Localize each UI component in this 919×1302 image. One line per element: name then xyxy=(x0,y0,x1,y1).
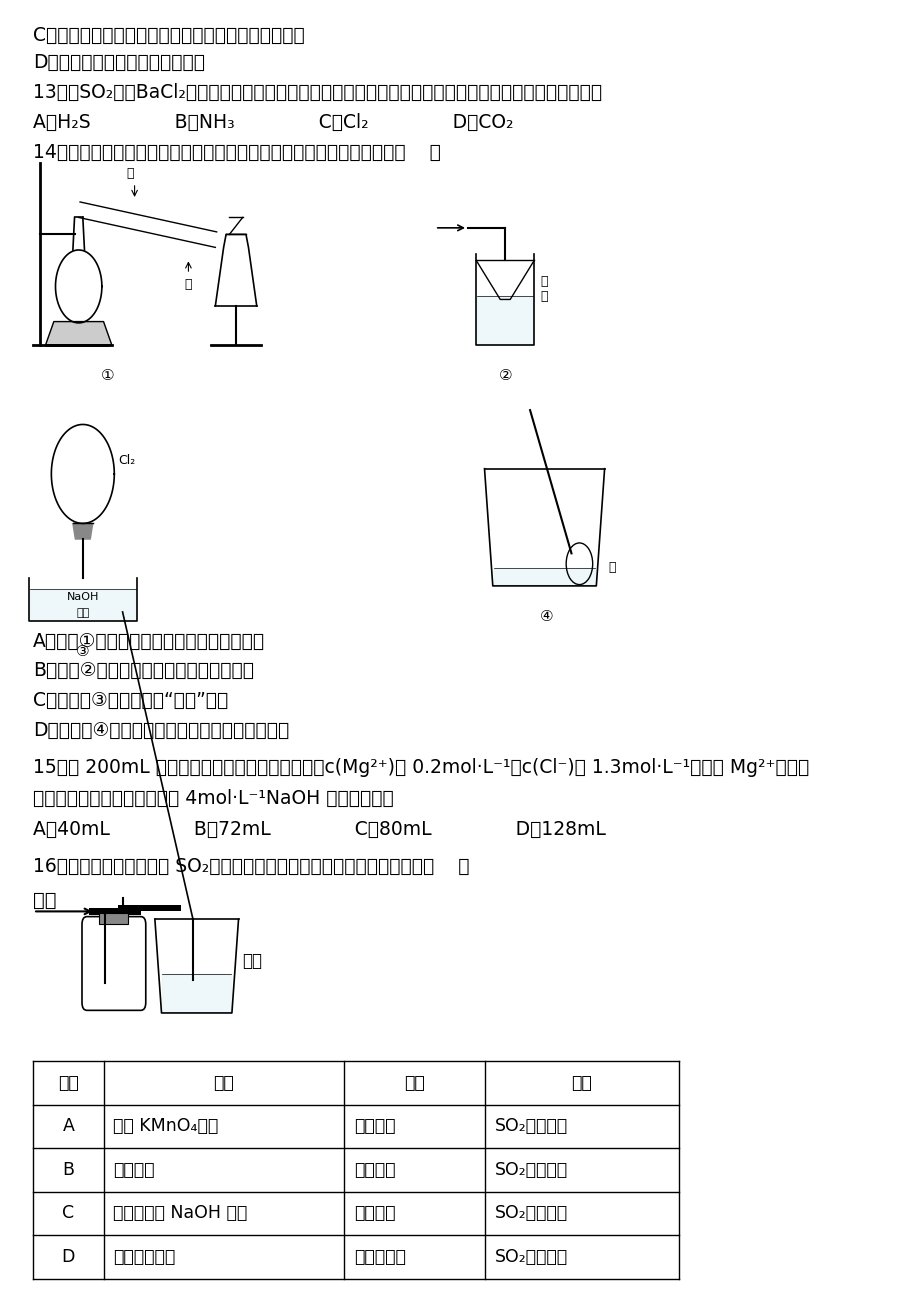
Text: 16、如图装置可用于收集 SO₂并验证其某些化学性质，下列说法正确的是（    ）: 16、如图装置可用于收集 SO₂并验证其某些化学性质，下列说法正确的是（ ） xyxy=(33,857,469,876)
Text: ②: ② xyxy=(498,368,512,384)
Text: B: B xyxy=(62,1161,74,1178)
Text: C．过滤需要使用到的仪器有分液漏斗、烧杯、玻璃棒: C．过滤需要使用到的仪器有分液漏斗、烧杯、玻璃棒 xyxy=(33,26,304,46)
Polygon shape xyxy=(73,523,93,539)
Text: 溶液褂色: 溶液褂色 xyxy=(353,1161,395,1178)
Text: 现象: 现象 xyxy=(403,1074,424,1092)
Text: SO₂有还原性: SO₂有还原性 xyxy=(494,1247,567,1266)
Text: 气体: 气体 xyxy=(33,891,57,910)
Text: D．用装置④稀释浓硫酸和铜反应冷却后的混合液: D．用装置④稀释浓硫酸和铜反应冷却后的混合液 xyxy=(33,721,289,741)
Polygon shape xyxy=(477,296,533,344)
Text: SO₂有氧化性: SO₂有氧化性 xyxy=(494,1117,567,1135)
Text: 硫化氢水溶液: 硫化氢水溶液 xyxy=(113,1247,176,1266)
Text: 品红溶液: 品红溶液 xyxy=(113,1161,154,1178)
Polygon shape xyxy=(494,568,595,585)
FancyBboxPatch shape xyxy=(82,917,145,1010)
Text: SO₂有漂白性: SO₂有漂白性 xyxy=(494,1161,567,1178)
Text: ④: ④ xyxy=(539,609,553,625)
Text: 选项: 选项 xyxy=(58,1074,79,1092)
Text: A．40mL              B．72mL              C．80mL              D．128mL: A．40mL B．72mL C．80mL D．128mL xyxy=(33,820,606,840)
Text: A．H₂S              B．NH₃              C．Cl₂              D．CO₂: A．H₂S B．NH₃ C．Cl₂ D．CO₂ xyxy=(33,113,513,133)
Text: 结论: 结论 xyxy=(571,1074,592,1092)
Text: 化为沉淠分离出来，至少需加 4mol·L⁻¹NaOH 溶液的体积为: 化为沉淠分离出来，至少需加 4mol·L⁻¹NaOH 溶液的体积为 xyxy=(33,789,393,809)
Text: C．用装置③不可以完成“喷泉”实验: C．用装置③不可以完成“喷泉”实验 xyxy=(33,691,228,711)
Bar xyxy=(99,913,128,924)
Text: D．得出结论：茶叶中含有鐵元素: D．得出结论：茶叶中含有鐵元素 xyxy=(33,53,205,73)
Text: 14、实验是化学研究的基础。关于下列各实验装置图的叙述中正确的是（    ）: 14、实验是化学研究的基础。关于下列各实验装置图的叙述中正确的是（ ） xyxy=(33,143,440,163)
Text: 试剂: 试剂 xyxy=(242,952,262,970)
Text: A．装置①常用于分离互不相溶的液态混合物: A．装置①常用于分离互不相溶的液态混合物 xyxy=(33,631,265,651)
Polygon shape xyxy=(46,322,112,345)
Text: D: D xyxy=(62,1247,75,1266)
Text: SO₂有漂白性: SO₂有漂白性 xyxy=(494,1204,567,1223)
Text: 酸性 KMnO₄溶液: 酸性 KMnO₄溶液 xyxy=(113,1117,219,1135)
Text: NaOH: NaOH xyxy=(66,592,99,602)
Polygon shape xyxy=(215,247,256,306)
Text: 溶液: 溶液 xyxy=(76,608,89,617)
Text: 水: 水 xyxy=(608,561,616,574)
Bar xyxy=(119,905,180,911)
Text: C: C xyxy=(62,1204,74,1223)
Text: Cl₂: Cl₂ xyxy=(119,454,135,467)
Polygon shape xyxy=(476,260,534,299)
Text: 试剂: 试剂 xyxy=(213,1074,233,1092)
Text: 水: 水 xyxy=(185,279,192,290)
Text: A: A xyxy=(62,1117,74,1135)
Polygon shape xyxy=(162,974,231,1012)
Text: 溶液褂色: 溶液褂色 xyxy=(353,1117,395,1135)
Text: 15、有 200mL 氯化镇和氯化铝的混合溶液，其中c(Mg²⁺)为 0.2mol·L⁻¹，c(Cl⁻)为 1.3mol·L⁻¹。要使 Mg²⁺全部转: 15、有 200mL 氯化镇和氯化铝的混合溶液，其中c(Mg²⁺)为 0.2mo… xyxy=(33,758,809,777)
Text: 滴有酔酘的 NaOH 溶液: 滴有酔酘的 NaOH 溶液 xyxy=(113,1204,247,1223)
Text: 水: 水 xyxy=(127,168,134,180)
Text: 13、将SO₂通入BaCl₂溶液至饱和，未见沉淠生成，继续通入另一种气体，仍无沉淠，则通入的气体可能是: 13、将SO₂通入BaCl₂溶液至饱和，未见沉淠生成，继续通入另一种气体，仍无沉… xyxy=(33,83,602,103)
Polygon shape xyxy=(29,589,136,620)
Text: 来
水: 来 水 xyxy=(540,275,548,303)
Bar xyxy=(89,909,141,914)
Text: ③: ③ xyxy=(76,644,89,660)
Text: B．装置②可用于吸收氨气，且能防止倒吸: B．装置②可用于吸收氨气，且能防止倒吸 xyxy=(33,661,254,681)
Text: ①: ① xyxy=(101,368,114,384)
Text: 溶液褂色: 溶液褂色 xyxy=(353,1204,395,1223)
Text: 溶液变浑浊: 溶液变浑浊 xyxy=(353,1247,405,1266)
